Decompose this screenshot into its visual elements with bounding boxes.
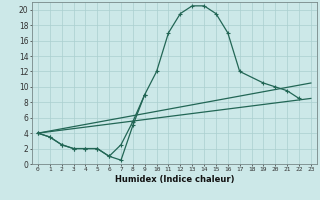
X-axis label: Humidex (Indice chaleur): Humidex (Indice chaleur) <box>115 175 234 184</box>
